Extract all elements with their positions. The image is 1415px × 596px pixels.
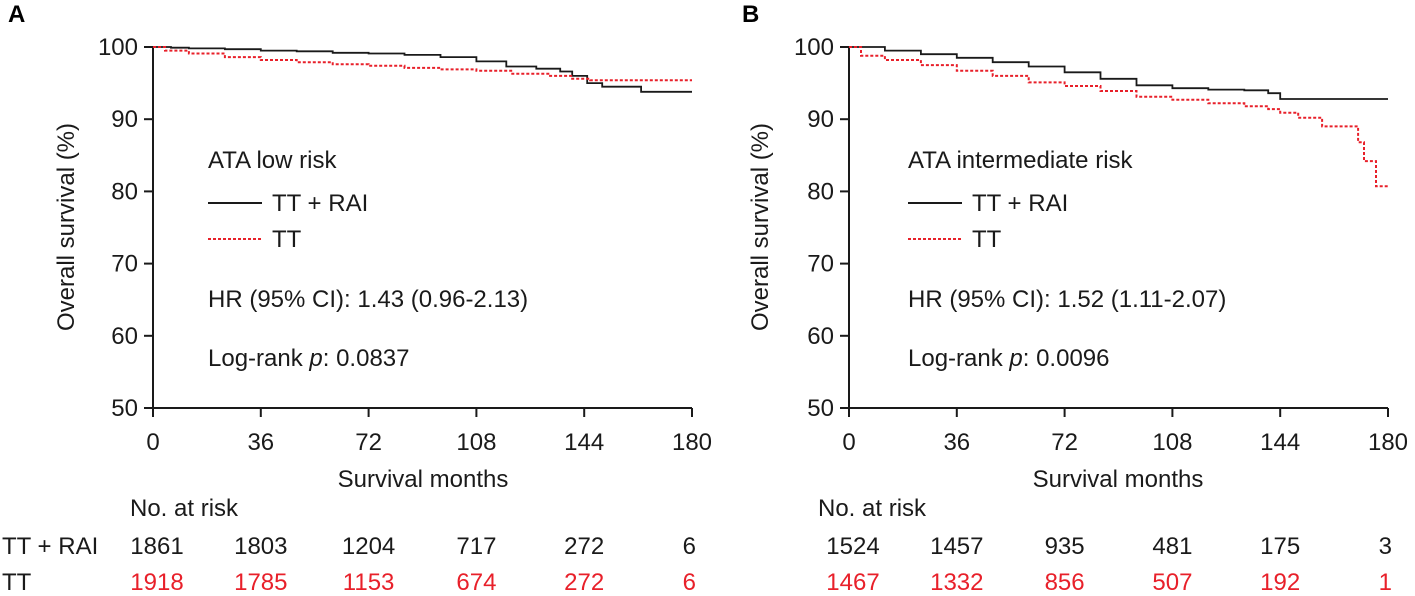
logrank-value: : 0.0837 bbox=[323, 345, 410, 372]
y-tick-label: 100 bbox=[794, 34, 834, 61]
risk-value-tt-rai: 3 bbox=[1379, 533, 1392, 560]
y-tick-label: 70 bbox=[111, 251, 138, 278]
risk-value-tt: 856 bbox=[1045, 569, 1085, 596]
survival-curves bbox=[849, 46, 1388, 188]
legend-label-tt-rai: TT + RAI bbox=[972, 190, 1068, 217]
logrank-text: Log-rank p: 0.0096 bbox=[908, 345, 1110, 372]
risk-row-label-tt-rai: TT + RAI bbox=[2, 533, 98, 560]
risk-value-tt-rai: 717 bbox=[456, 533, 496, 560]
x-tick-label: 72 bbox=[355, 429, 382, 456]
risk-value-tt: 1785 bbox=[234, 569, 287, 596]
y-tick-label: 50 bbox=[807, 395, 834, 422]
y-axis-label: Overall survival (%) bbox=[747, 123, 774, 331]
risk-value-tt-rai: 481 bbox=[1152, 533, 1192, 560]
risk-value-tt-rai: 1861 bbox=[130, 533, 183, 560]
axes: 50 60 70 80 90 100 0 36 72 108 144 180 bbox=[794, 34, 1408, 456]
y-tick-label: 70 bbox=[807, 251, 834, 278]
y-tick-label: 90 bbox=[111, 106, 138, 133]
x-axis-label: Survival months bbox=[1033, 466, 1204, 493]
legend-label-tt: TT bbox=[272, 226, 302, 253]
risk-value-tt: 192 bbox=[1260, 569, 1300, 596]
y-tick-label: 80 bbox=[111, 178, 138, 205]
risk-value-tt-rai: 1524 bbox=[826, 533, 879, 560]
panel-b: B 50 60 70 80 90 100 0 36 72 108 144 180 Overall su… bbox=[742, 1, 1408, 596]
y-tick-label: 50 bbox=[111, 395, 138, 422]
y-tick-label: 100 bbox=[98, 34, 138, 61]
x-tick-label: 180 bbox=[672, 429, 712, 456]
curve-tt-rai bbox=[849, 46, 1388, 100]
legend-title: ATA intermediate risk bbox=[908, 147, 1134, 174]
risk-value-tt: 507 bbox=[1152, 569, 1192, 596]
y-tick-label: 80 bbox=[807, 178, 834, 205]
risk-table-title: No. at risk bbox=[130, 495, 239, 522]
risk-value-tt-rai: 1803 bbox=[234, 533, 287, 560]
risk-value-tt-rai: 272 bbox=[564, 533, 604, 560]
logrank-value: : 0.0096 bbox=[1023, 345, 1110, 372]
x-tick-label: 144 bbox=[1260, 429, 1300, 456]
risk-value-tt: 272 bbox=[564, 569, 604, 596]
risk-value-tt: 674 bbox=[456, 569, 496, 596]
curve-tt bbox=[849, 46, 1388, 188]
legend-title: ATA low risk bbox=[208, 147, 337, 174]
x-tick-label: 180 bbox=[1368, 429, 1408, 456]
risk-value-tt-rai: 175 bbox=[1260, 533, 1300, 560]
logrank-text: Log-rank p: 0.0837 bbox=[208, 345, 410, 372]
panel-label-b: B bbox=[742, 1, 759, 28]
risk-row-label-tt: TT bbox=[2, 569, 32, 596]
risk-values: 1861 1803 1204 717 272 6 1918 1785 1153 674 272 6 bbox=[130, 533, 696, 596]
y-tick-label: 90 bbox=[807, 106, 834, 133]
y-tick-label: 60 bbox=[111, 323, 138, 350]
x-tick-label: 72 bbox=[1051, 429, 1078, 456]
curve-tt bbox=[153, 46, 692, 82]
x-axis-label: Survival months bbox=[338, 466, 509, 493]
x-tick-label: 108 bbox=[1152, 429, 1192, 456]
x-tick-label: 36 bbox=[247, 429, 274, 456]
risk-value-tt: 1918 bbox=[130, 569, 183, 596]
x-tick-label: 36 bbox=[943, 429, 970, 456]
curve-tt-rai bbox=[153, 46, 692, 93]
risk-value-tt: 1153 bbox=[343, 569, 395, 596]
risk-value-tt: 1467 bbox=[826, 569, 879, 596]
logrank-prefix: Log-rank bbox=[208, 345, 309, 372]
panel-a: A 50 60 70 80 90 100 0 36 72 108 144 180 Overall su… bbox=[2, 1, 712, 596]
x-tick-label: 108 bbox=[456, 429, 496, 456]
risk-table: No. at risk 1524 1457 935 481 175 3 1467 1332 85… bbox=[818, 495, 1392, 596]
risk-value-tt: 1 bbox=[1379, 569, 1392, 596]
axes: 50 60 70 80 90 100 0 36 72 108 144 180 bbox=[98, 34, 712, 456]
risk-values: 1524 1457 935 481 175 3 1467 1332 856 507 192 1 bbox=[826, 533, 1392, 596]
legend-label-tt-rai: TT + RAI bbox=[272, 190, 368, 217]
y-axis-label: Overall survival (%) bbox=[53, 123, 80, 331]
y-tick-label: 60 bbox=[807, 323, 834, 350]
risk-table: No. at risk TT + RAI TT 1861 1803 1204 717 2… bbox=[2, 495, 696, 596]
hazard-ratio-text: HR (95% CI): 1.52 (1.11-2.07) bbox=[908, 286, 1226, 313]
risk-value-tt: 1332 bbox=[930, 569, 983, 596]
x-tick-label: 0 bbox=[146, 429, 159, 456]
panel-label-a: A bbox=[8, 1, 25, 28]
risk-value-tt: 6 bbox=[683, 569, 696, 596]
hazard-ratio-text: HR (95% CI): 1.43 (0.96-2.13) bbox=[208, 286, 528, 313]
x-tick-label: 144 bbox=[564, 429, 604, 456]
legend-label-tt: TT bbox=[972, 226, 1002, 253]
risk-table-title: No. at risk bbox=[818, 495, 927, 522]
risk-value-tt-rai: 6 bbox=[683, 533, 696, 560]
logrank-prefix: Log-rank bbox=[908, 345, 1009, 372]
logrank-p-symbol: p bbox=[1008, 345, 1022, 372]
risk-value-tt-rai: 935 bbox=[1045, 533, 1085, 560]
logrank-p-symbol: p bbox=[308, 345, 322, 372]
x-tick-label: 0 bbox=[842, 429, 855, 456]
survival-curves bbox=[153, 46, 692, 93]
risk-value-tt-rai: 1204 bbox=[342, 533, 395, 560]
risk-value-tt-rai: 1457 bbox=[930, 533, 983, 560]
